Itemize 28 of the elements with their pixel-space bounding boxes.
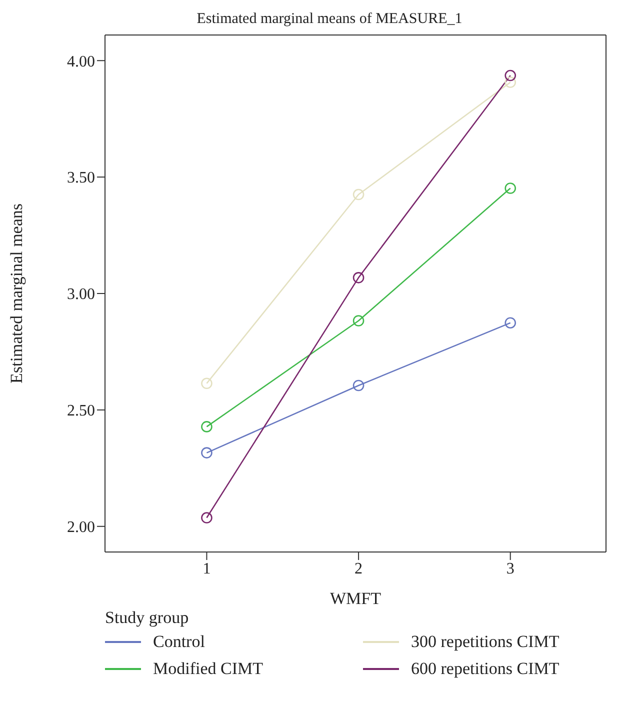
point [352,315,364,326]
legend-title: Study group [105,608,190,628]
legend-label: Modified CIMT [153,658,264,678]
point [201,447,212,458]
x-tick-label: 2 [354,560,363,578]
y-axis-title: Estimated marginal means [7,203,26,384]
point [504,182,516,194]
point [504,76,516,88]
point [352,380,364,392]
legend-label: 300 repetitions CIMT [411,632,560,652]
x-tick-label: 1 [202,560,211,578]
x-tick-label: 3 [506,560,514,578]
point [504,70,516,82]
x-axis-title: WMFT [330,589,382,608]
point [352,272,364,284]
point [504,317,516,328]
y-tick-label: 2.50 [67,402,95,420]
legend-label: 600 repetitions CIMT [411,658,560,678]
y-tick-label: 2.00 [67,519,95,536]
y-tick-label: 3.50 [67,170,95,187]
point [201,378,212,390]
chart-title: Estimated marginal means of MEASURE_1 [196,10,464,29]
legend-label: Control [153,632,205,652]
point [201,512,212,524]
point [201,421,212,432]
y-tick-label: 4.00 [67,53,95,70]
point [352,188,364,200]
y-tick-label: 3.00 [67,286,95,304]
